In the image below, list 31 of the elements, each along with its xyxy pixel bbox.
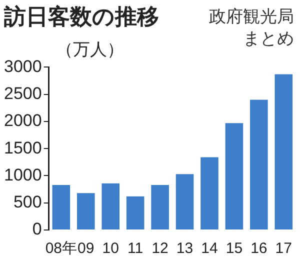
text: 政府観光局 — [209, 6, 294, 28]
y-tick-label: 2000 — [4, 111, 42, 130]
bar — [176, 174, 194, 230]
bar — [151, 184, 169, 230]
x-tick-label: 09 — [78, 240, 94, 258]
x-tick-label: 14 — [201, 240, 218, 258]
y-tick-label: 500 — [13, 192, 42, 212]
y-tick-label: 1000 — [4, 165, 42, 184]
y-tick-label: 0 — [32, 220, 42, 239]
bar — [102, 183, 120, 230]
bar — [250, 100, 268, 230]
bar — [225, 123, 244, 230]
x-tick-label: 17 — [275, 240, 292, 258]
bar — [76, 193, 95, 230]
y-tick-label: 2500 — [4, 84, 42, 104]
x-tick-label: 13 — [176, 240, 194, 258]
x-tick-label: 08年 — [45, 240, 78, 258]
bar — [52, 184, 70, 230]
bar — [200, 157, 218, 230]
y-tick-label: 1500 — [4, 138, 42, 158]
y-axis-title: （万人） — [56, 39, 124, 61]
chart-title: 訪日客数の推移 — [4, 4, 159, 32]
x-tick-label: 16 — [250, 240, 268, 258]
text: まとめ — [243, 28, 294, 50]
y-tick-label: 3000 — [4, 56, 42, 76]
x-tick-label: 11 — [128, 240, 144, 258]
bar — [274, 74, 293, 230]
x-tick-label: 12 — [152, 240, 168, 258]
x-tick-label: 15 — [226, 240, 243, 258]
bar — [126, 196, 144, 230]
x-tick-label: 10 — [102, 240, 119, 258]
